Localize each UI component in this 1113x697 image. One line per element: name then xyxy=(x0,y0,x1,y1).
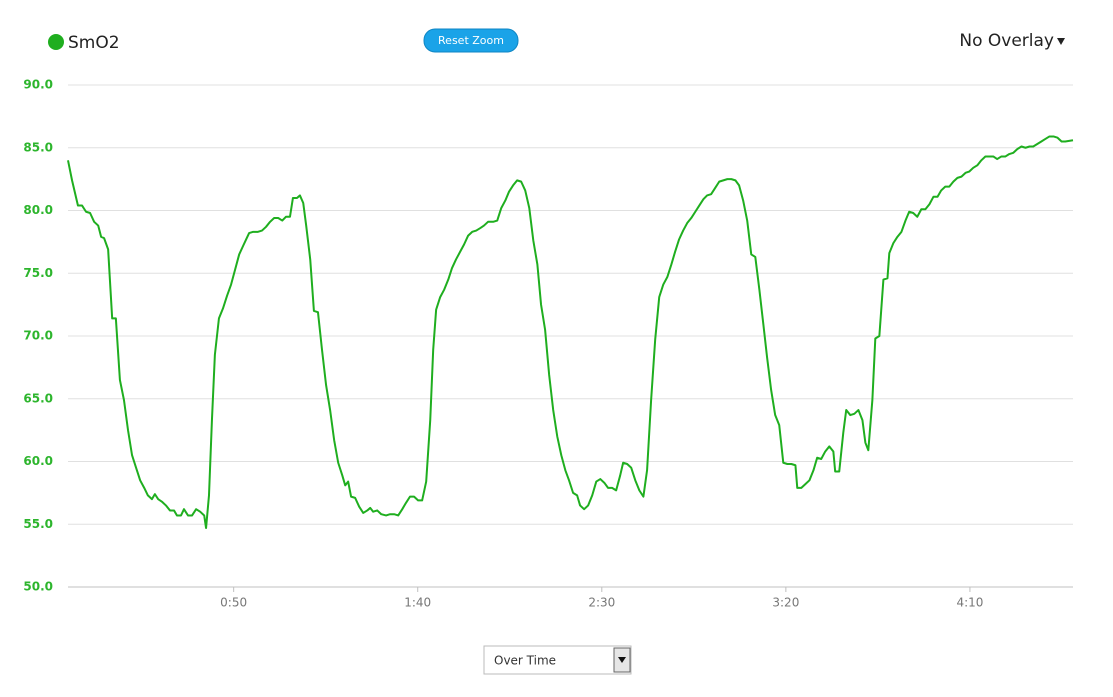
x-tick-label: 1:40 xyxy=(404,596,431,610)
select-arrow xyxy=(618,657,626,663)
select-label: Over Time xyxy=(494,654,556,668)
x-tick-label: 3:20 xyxy=(772,596,799,610)
legend-swatch xyxy=(48,34,64,50)
button-bg xyxy=(423,28,519,53)
y-tick-label: 65.0 xyxy=(23,391,53,405)
y-tick-label: 80.0 xyxy=(23,203,53,217)
overlay-label: No Overlay xyxy=(959,31,1054,51)
x-tick-label: 2:30 xyxy=(588,596,615,610)
overlay-dropdown[interactable]: No Overlay xyxy=(959,31,1065,51)
dropdown-arrow xyxy=(1057,38,1065,45)
y-tick-label: 50.0 xyxy=(23,580,53,594)
mode-select[interactable]: Over Time xyxy=(483,645,632,675)
x-tick-label: 4:10 xyxy=(956,596,983,610)
y-tick-label: 55.0 xyxy=(23,517,53,531)
y-tick-label: 85.0 xyxy=(23,140,53,154)
select-box xyxy=(483,645,632,675)
legend-label: SmO2 xyxy=(68,33,120,53)
reset-zoom-button[interactable]: Reset Zoom xyxy=(423,28,519,53)
y-tick-label: 70.0 xyxy=(23,329,53,343)
y-tick-label: 60.0 xyxy=(23,454,53,468)
y-tick-label: 75.0 xyxy=(23,266,53,280)
series-line xyxy=(67,135,1074,530)
button-label: Reset Zoom xyxy=(438,34,504,47)
x-tick-label: 0:50 xyxy=(220,596,247,610)
y-tick-label: 90.0 xyxy=(23,78,53,92)
